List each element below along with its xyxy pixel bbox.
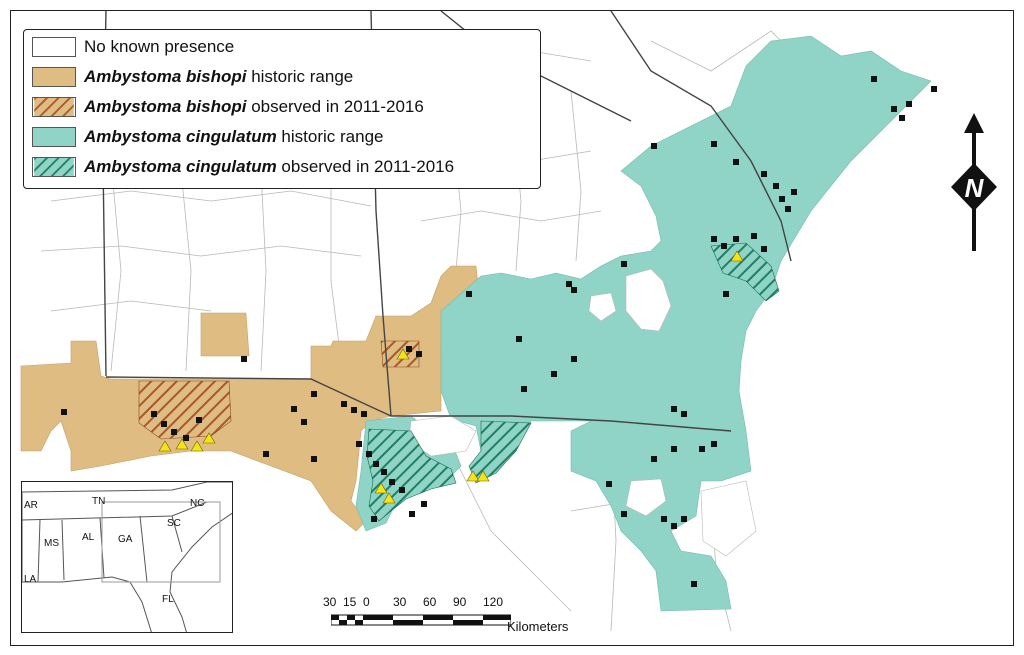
scale-tick-15: 15 [343,595,357,609]
north-arrow-icon: N [951,113,997,251]
legend-label-bishopi-historic: Ambystoma bishopi historic range [84,67,354,86]
legend-label-cing-observed: Ambystoma cingulatum observed in 2011-20… [84,157,455,176]
legend-row-bishopi-historic: Ambystoma bishopi historic range [32,66,353,88]
legend-row-cing-historic: Ambystoma cingulatum historic range [32,126,383,148]
inset-label-al: AL [82,532,95,543]
legend-row-cing-observed: Ambystoma cingulatum observed in 2011-20… [32,156,454,178]
legend-swatch-bishopi-historic [32,67,76,87]
legend-row-none: No known presence [32,36,234,58]
legend-swatch-none [32,37,76,57]
scale-tick-30: 30 [393,595,407,609]
legend-swatch-bishopi-observed [32,97,76,117]
inset-label-la: LA [24,574,37,585]
scale-tick-30w: 30 [323,595,337,609]
legend-label-none: No known presence [84,37,235,56]
scale-tick-90: 90 [453,595,467,609]
inset-label-ar: AR [24,500,38,511]
scale-tick-120: 120 [483,595,504,609]
inset-label-ms: MS [44,538,59,549]
scale-tick-0: 0 [363,595,370,609]
legend-swatch-cing-historic [32,127,76,147]
north-label: N [965,173,985,203]
inset-label-fl: FL [162,594,174,605]
scale-tick-60: 60 [423,595,437,609]
observation-points [61,76,937,587]
no-presence-holes [408,268,757,557]
inset-label-ga: GA [118,534,133,545]
map-legend: No known presence Ambystoma bishopi hist… [23,29,541,189]
legend-row-bishopi-observed: Ambystoma bishopi observed in 2011-2016 [32,96,424,118]
legend-swatch-cing-observed [32,157,76,177]
inset-map: AR TN NC MS AL GA SC LA FL [21,481,233,633]
scale-unit-label: Kilometers [507,619,569,634]
inset-label-sc: SC [167,518,181,529]
scale-bar: 30 15 0 30 60 90 120 Kilometers [323,595,623,635]
atlantic-ocean [731,11,1013,645]
inset-outline [22,482,232,632]
legend-label-cing-historic: Ambystoma cingulatum historic range [84,127,384,146]
new-observation-points [158,250,744,504]
map-frame: No known presence Ambystoma bishopi hist… [10,10,1014,646]
scale-bar-graphic [331,614,511,626]
legend-label-bishopi-observed: Ambystoma bishopi observed in 2011-2016 [84,97,424,116]
inset-label-nc: NC [190,498,205,509]
bishopi-historic-range [20,265,482,532]
inset-label-tn: TN [92,496,106,507]
